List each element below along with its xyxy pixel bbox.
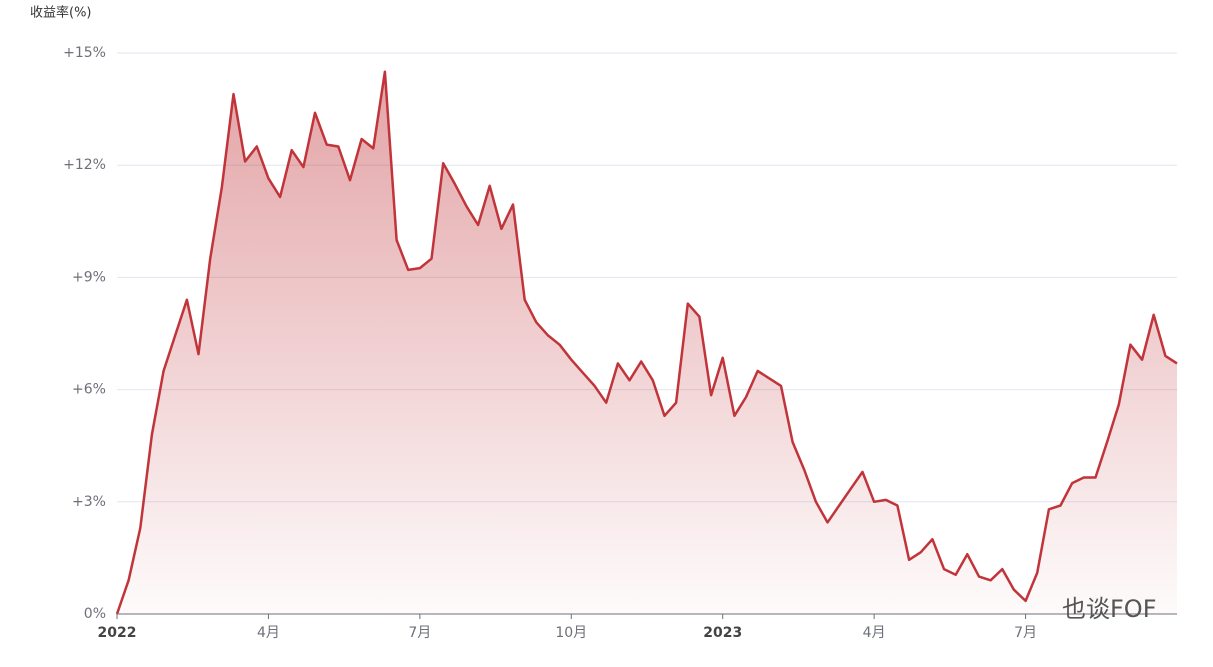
x-tick-label: 2022 xyxy=(98,625,137,641)
y-axis-title: 收益率(%) xyxy=(30,5,92,21)
x-tick-label: 10月 xyxy=(555,625,587,641)
x-tick-label: 7月 xyxy=(408,625,431,641)
watermark: 也谈FOF xyxy=(1062,595,1157,623)
x-tick-label: 4月 xyxy=(863,625,886,641)
y-tick-label: +6% xyxy=(72,382,106,398)
y-tick-label: +15% xyxy=(63,45,106,61)
line xyxy=(115,70,1178,615)
y-tick-label: +3% xyxy=(72,494,106,510)
y-tick-label: 0% xyxy=(84,606,106,622)
area-fill xyxy=(117,71,1177,614)
y-tick-label: +9% xyxy=(72,269,106,285)
x-tick-label: 2023 xyxy=(703,625,742,641)
x-tick-label: 4月 xyxy=(257,625,280,641)
y-tick-label: +12% xyxy=(63,157,106,173)
x-tick-label: 7月 xyxy=(1014,625,1037,641)
